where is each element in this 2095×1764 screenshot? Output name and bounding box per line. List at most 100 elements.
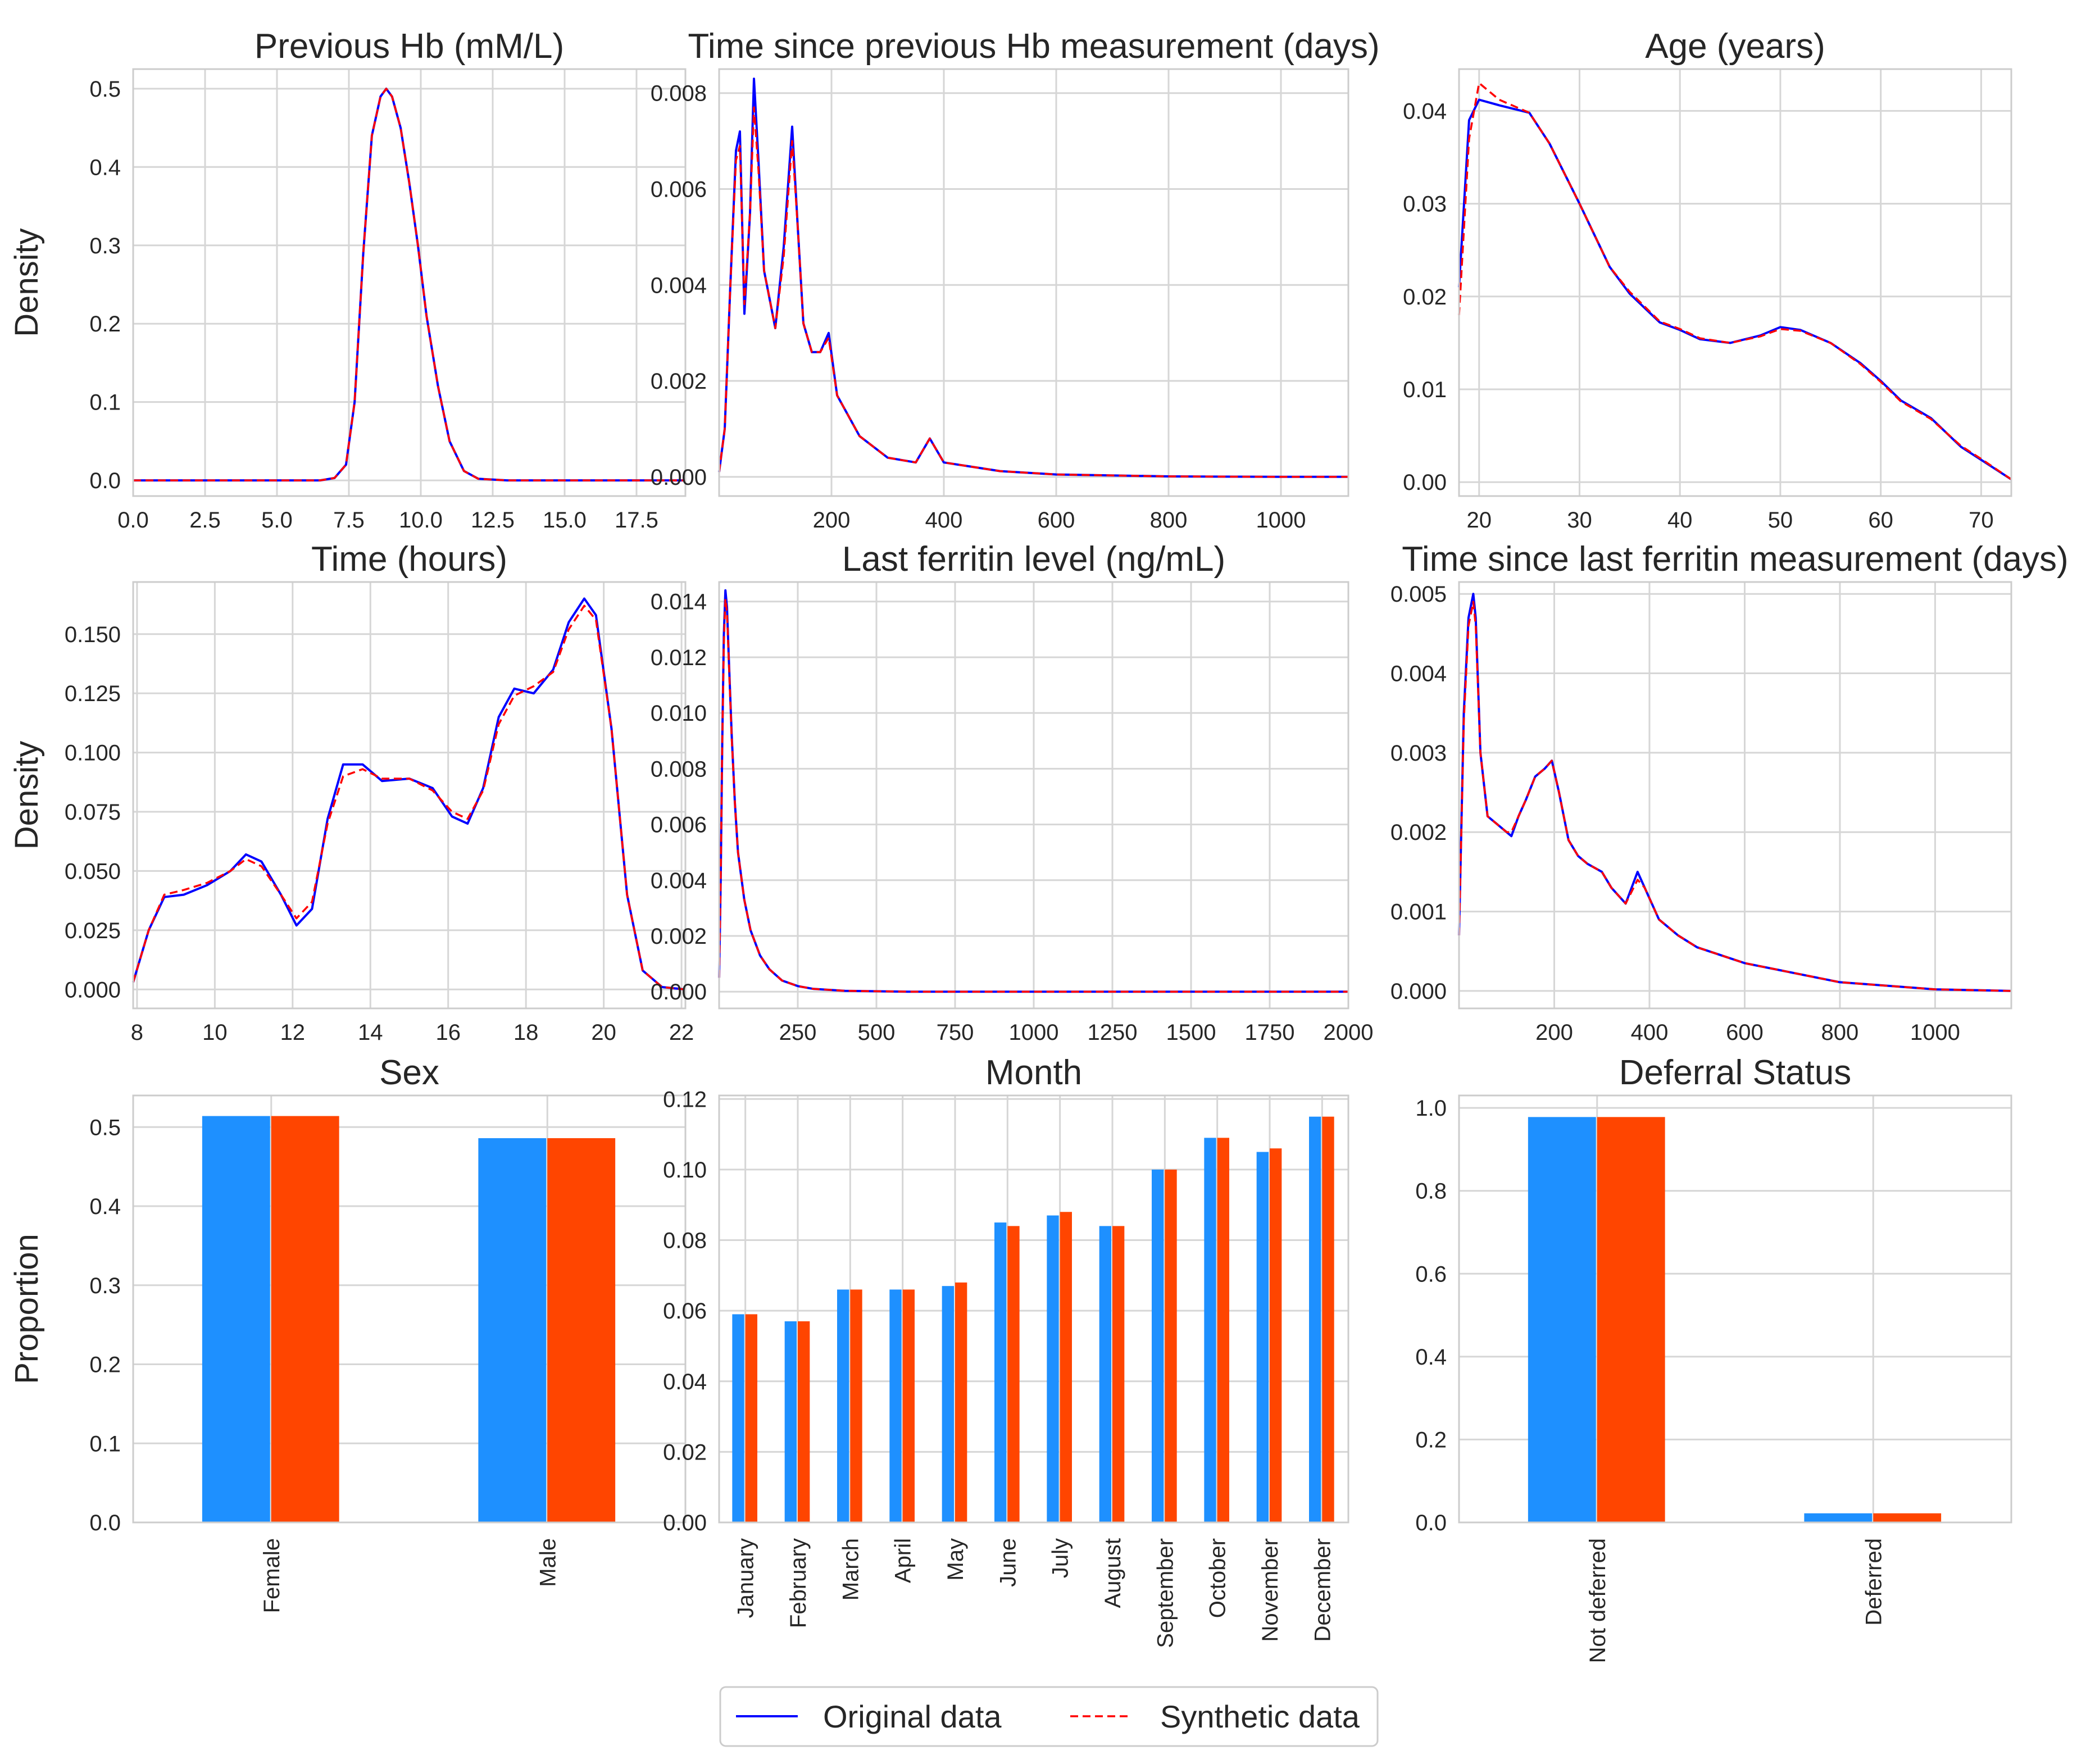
x-tick-label: 600: [1038, 508, 1075, 533]
chart-panel-5: Time since last ferritin measurement (da…: [1390, 540, 2069, 1045]
x-tick-label: 50: [1768, 508, 1793, 533]
x-tick-label: 1750: [1245, 1020, 1295, 1045]
chart-panel-3: Time (hours) 0.000 0.025 0.050 0.075 0.100 0.1…: [8, 540, 694, 1045]
original-bar: [889, 1289, 902, 1522]
y-tick-label: 0.03: [1403, 192, 1447, 217]
y-tick-label: 0.025: [65, 919, 121, 943]
original-bar: [1099, 1226, 1111, 1522]
y-tick-label: 0.008: [651, 757, 707, 781]
legend-box: [719, 1686, 1379, 1747]
y-tick-label: 0.1: [89, 1431, 121, 1456]
y-tick-label: 0.10: [663, 1158, 707, 1183]
y-tick-label: 0.0: [89, 1511, 121, 1535]
plot-area: [133, 69, 685, 496]
chart-title: Time since last ferritin measurement (da…: [1402, 540, 2068, 579]
y-tick-label: 0.003: [1390, 741, 1447, 766]
original-bar: [837, 1289, 849, 1522]
y-tick-label: 0.050: [65, 859, 121, 884]
y-tick-label: 0.2: [89, 1353, 121, 1377]
y-tick-label: 0.004: [651, 869, 707, 893]
y-tick-label: 0.3: [89, 234, 121, 258]
y-tick-label: 0.002: [651, 924, 707, 949]
original-bar: [478, 1138, 547, 1522]
y-tick-label: 0.004: [651, 273, 707, 298]
x-tick-label: 250: [779, 1020, 817, 1045]
y-tick-label: 0.00: [1403, 470, 1447, 495]
original-bar: [784, 1321, 797, 1522]
x-category-label: Not deferred: [1585, 1538, 1610, 1663]
synthetic-bar: [1322, 1116, 1334, 1522]
chart-panel-4: Last ferritin level (ng/mL) 0.000 0.002 0.0…: [651, 540, 1374, 1045]
chart-panel-7: Month 0.00 0.02 0.04 0.06 0.08 0.10 0.12 January…: [663, 1053, 1349, 1648]
x-category-label: August: [1101, 1538, 1125, 1608]
x-category-label: December: [1310, 1538, 1335, 1642]
chart-title: Time since previous Hb measurement (days…: [688, 27, 1379, 66]
plot-area: [133, 582, 685, 1008]
original-bar: [1309, 1116, 1321, 1522]
y-tick-label: 0.002: [1390, 820, 1447, 845]
y-tick-label: 0.1: [89, 390, 121, 415]
y-tick-label: 0.4: [89, 155, 121, 180]
synthetic-bar: [1060, 1212, 1072, 1522]
y-tick-label: 0.006: [651, 177, 707, 202]
y-tick-label: 0.02: [663, 1440, 707, 1465]
chart-panel-2: Age (years) 0.00 0.01 0.02 0.03 0.04 20 30 40 50 6…: [1403, 27, 2012, 533]
x-tick-label: 2000: [1324, 1020, 1374, 1045]
x-category-label: July: [1048, 1538, 1073, 1578]
synthetic-bar: [745, 1314, 757, 1522]
x-tick-label: 1000: [1009, 1020, 1059, 1045]
y-tick-label: 0.100: [65, 741, 121, 766]
synthetic-density-line: [718, 598, 1348, 993]
y-tick-label: 0.006: [651, 813, 707, 838]
x-category-label: Female: [260, 1538, 284, 1613]
x-tick-label: 18: [513, 1020, 539, 1045]
x-category-label: May: [943, 1538, 968, 1581]
chart-panel-0: Previous Hb (mM/L) 0.0 0.1 0.2 0.3 0.4 0.5 0.0 2…: [8, 27, 687, 533]
y-tick-label: 0.0: [89, 469, 121, 493]
original-bar: [1204, 1138, 1216, 1522]
x-tick-label: 20: [591, 1020, 616, 1045]
synthetic-bar: [271, 1116, 339, 1522]
y-tick-label: 0.02: [1403, 285, 1447, 310]
legend-synthetic-label: Synthetic data: [1160, 1699, 1360, 1734]
x-tick-label: 15.0: [543, 508, 587, 533]
y-axis-label: Density: [8, 741, 45, 849]
original-bar: [1528, 1117, 1596, 1522]
x-tick-label: 14: [358, 1020, 383, 1045]
y-tick-label: 0.01: [1403, 378, 1447, 402]
legend-original-label: Original data: [823, 1699, 1002, 1734]
synthetic-bar: [1873, 1513, 1942, 1522]
original-bar: [732, 1314, 744, 1522]
x-tick-label: 400: [925, 508, 963, 533]
y-tick-label: 0.2: [89, 312, 121, 337]
y-tick-label: 0.000: [1390, 979, 1447, 1004]
y-tick-label: 0.001: [1390, 900, 1447, 925]
chart-title: Last ferritin level (ng/mL): [842, 540, 1225, 579]
y-tick-label: 0.12: [663, 1087, 707, 1112]
x-category-label: February: [786, 1538, 811, 1628]
synthetic-bar: [547, 1138, 616, 1522]
y-tick-label: 0.012: [651, 645, 707, 670]
x-tick-label: 30: [1567, 508, 1592, 533]
synthetic-bar: [1007, 1226, 1020, 1522]
plot-area: [1459, 69, 2011, 496]
x-tick-label: 5.0: [261, 508, 293, 533]
plot-frame: [718, 1094, 1349, 1524]
original-bar: [1152, 1169, 1164, 1522]
y-tick-label: 0.5: [89, 77, 121, 102]
y-axis-label: Proportion: [8, 1234, 45, 1384]
x-tick-label: 60: [1868, 508, 1893, 533]
y-tick-label: 0.3: [89, 1274, 121, 1298]
y-tick-label: 0.010: [651, 701, 707, 726]
synthetic-density-line: [132, 604, 686, 991]
plot-frame: [132, 68, 687, 497]
x-category-label: October: [1206, 1538, 1230, 1618]
y-tick-label: 0.00: [663, 1511, 707, 1535]
x-tick-label: 12: [280, 1020, 306, 1045]
x-tick-label: 22: [669, 1020, 694, 1045]
original-bar: [202, 1116, 270, 1522]
y-tick-label: 0.08: [663, 1229, 707, 1253]
chart-title: Sex: [379, 1053, 439, 1092]
chart-panel-6: Sex 0.0 0.1 0.2 0.3 0.4 0.5 Female Male Proportio…: [8, 1053, 687, 1613]
x-tick-label: 1500: [1166, 1020, 1216, 1045]
